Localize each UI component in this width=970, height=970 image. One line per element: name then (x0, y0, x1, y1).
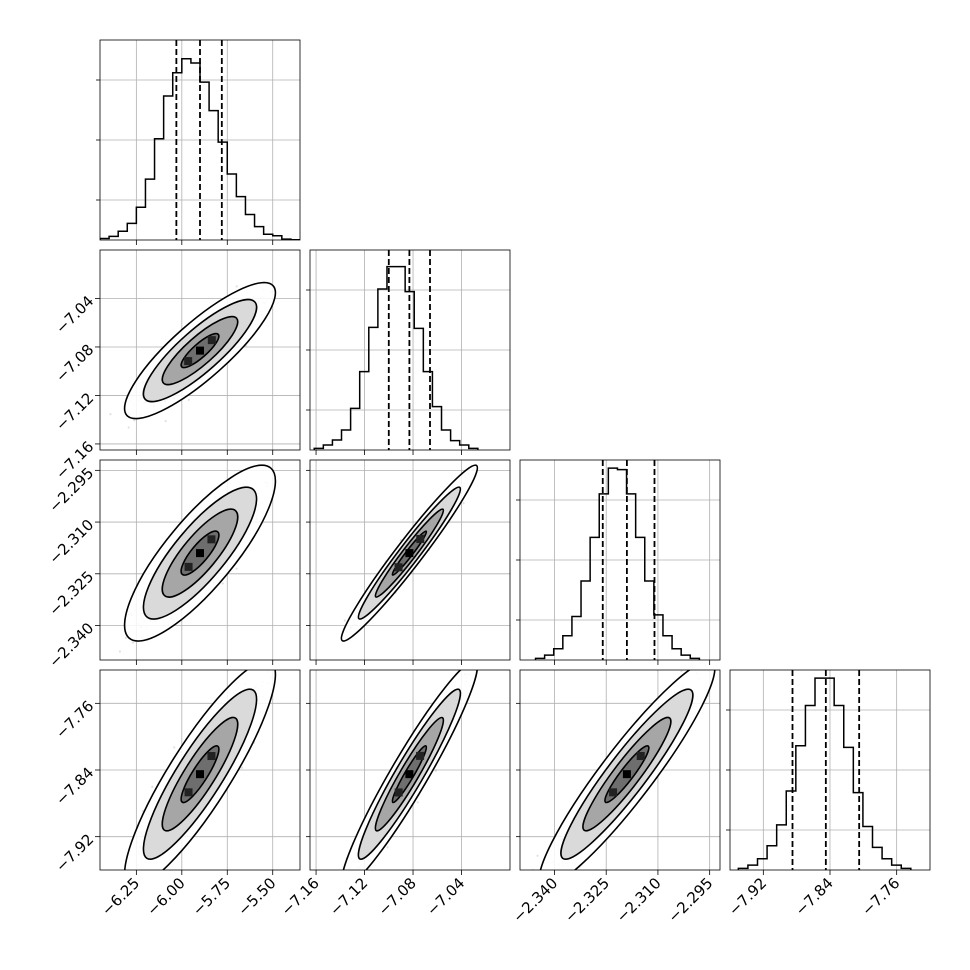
density-core-bin (196, 549, 204, 558)
panel-frame (99, 249, 301, 451)
y-tick-label: −2.310 (45, 516, 97, 568)
density-core-bin (207, 336, 216, 345)
panel-frame (309, 249, 511, 451)
panel-1-0: −7.16−7.12−7.08−7.04 (52, 249, 301, 483)
density-core-bin (184, 357, 193, 366)
y-tick-label: −7.12 (52, 389, 97, 434)
sample-point (127, 426, 130, 429)
sample-point (118, 650, 122, 653)
y-tick-label: −2.325 (45, 567, 97, 619)
panel-2-0: −2.340−2.325−2.310−2.295 (45, 459, 301, 671)
y-tick-label: −7.04 (52, 292, 97, 337)
sample-point (235, 285, 238, 288)
sample-point (131, 641, 134, 644)
sample-point (221, 582, 224, 585)
y-tick-label: −7.08 (52, 341, 97, 386)
density-core-bin (184, 562, 193, 571)
panel-frame (99, 39, 301, 241)
sample-point (109, 413, 112, 416)
density-core-bin (207, 535, 216, 544)
sample-point (235, 567, 238, 570)
panel-frame (99, 459, 301, 661)
sample-point (133, 419, 136, 422)
y-tick-label: −2.340 (45, 619, 97, 671)
sample-point (124, 636, 128, 639)
sample-point (187, 398, 190, 401)
sample-point (164, 420, 167, 423)
panel-0-0 (96, 39, 301, 245)
panel-2-1 (306, 459, 511, 665)
panel-1-1 (306, 249, 511, 455)
density-core-bin (196, 346, 204, 355)
sample-point (343, 619, 346, 622)
histogram-step (313, 265, 479, 450)
